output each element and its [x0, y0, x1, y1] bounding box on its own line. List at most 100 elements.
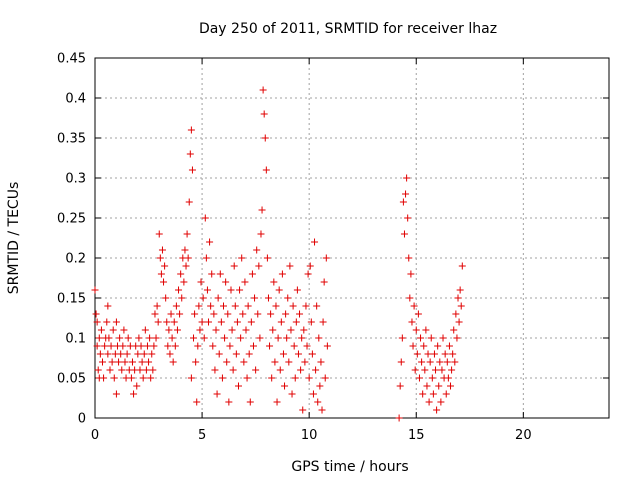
- data-point: [249, 342, 257, 350]
- data-point: [279, 350, 287, 358]
- data-point: [432, 366, 440, 374]
- y-tick-label: 0.35: [57, 132, 86, 147]
- data-point: [164, 342, 172, 350]
- data-point: [238, 254, 246, 262]
- data-point: [313, 302, 321, 310]
- data-point: [427, 334, 435, 342]
- data-point: [423, 382, 431, 390]
- data-point: [455, 318, 463, 326]
- data-point: [142, 366, 150, 374]
- data-point: [202, 254, 210, 262]
- data-point: [101, 342, 109, 350]
- data-point: [296, 310, 304, 318]
- data-point: [123, 350, 131, 358]
- x-tick-label: 0: [91, 428, 99, 443]
- data-point: [410, 302, 418, 310]
- data-point: [172, 302, 180, 310]
- data-point: [442, 390, 450, 398]
- data-point: [94, 366, 102, 374]
- data-point: [168, 334, 176, 342]
- data-point: [266, 342, 274, 350]
- data-point: [399, 198, 407, 206]
- y-tick-label: 0: [78, 412, 86, 427]
- data-point: [150, 342, 158, 350]
- data-point: [438, 366, 446, 374]
- data-point: [242, 326, 250, 334]
- x-tick-label: 5: [198, 428, 206, 443]
- data-point: [205, 318, 213, 326]
- data-point: [421, 366, 429, 374]
- data-point: [435, 382, 443, 390]
- data-point: [137, 342, 145, 350]
- data-point: [320, 278, 328, 286]
- data-point: [193, 398, 201, 406]
- data-point: [194, 342, 202, 350]
- data-point: [211, 366, 219, 374]
- data-point: [429, 390, 437, 398]
- data-point: [316, 382, 324, 390]
- data-point: [417, 334, 425, 342]
- data-point: [259, 86, 267, 94]
- data-point: [275, 286, 283, 294]
- data-point: [167, 310, 175, 318]
- data-point: [92, 310, 100, 318]
- data-point: [138, 358, 146, 366]
- data-point: [270, 278, 278, 286]
- data-point: [228, 326, 236, 334]
- data-point: [107, 342, 115, 350]
- data-point: [293, 286, 301, 294]
- data-point: [244, 302, 252, 310]
- data-point: [251, 294, 259, 302]
- y-tick-label: 0.4: [65, 92, 86, 107]
- data-point: [203, 286, 211, 294]
- data-point: [106, 366, 114, 374]
- y-tick-label: 0.45: [57, 52, 86, 67]
- data-point: [457, 302, 465, 310]
- data-point: [458, 262, 466, 270]
- data-point: [183, 230, 191, 238]
- data-point: [162, 294, 170, 302]
- data-point: [247, 318, 255, 326]
- data-point: [445, 342, 453, 350]
- data-point: [226, 342, 234, 350]
- data-point: [196, 326, 204, 334]
- data-point: [418, 358, 426, 366]
- data-point: [403, 174, 411, 182]
- data-point: [396, 382, 404, 390]
- data-point: [441, 350, 449, 358]
- data-point: [207, 302, 215, 310]
- chart-title: Day 250 of 2011, SRMTID for receiver lha…: [199, 21, 497, 37]
- data-point: [161, 262, 169, 270]
- data-point: [153, 302, 161, 310]
- x-axis-label: GPS time / hours: [291, 459, 408, 475]
- data-point: [214, 294, 222, 302]
- data-point: [430, 350, 438, 358]
- data-point: [415, 374, 423, 382]
- data-point: [434, 342, 442, 350]
- data-point: [166, 350, 174, 358]
- data-point: [143, 342, 151, 350]
- data-point: [261, 134, 269, 142]
- data-point: [224, 310, 232, 318]
- data-point: [151, 310, 159, 318]
- data-point: [222, 278, 230, 286]
- data-point: [145, 358, 153, 366]
- data-point: [317, 358, 325, 366]
- data-point: [420, 342, 428, 350]
- data-point: [227, 286, 235, 294]
- data-point: [147, 374, 155, 382]
- data-point: [187, 126, 195, 134]
- data-point: [157, 270, 165, 278]
- data-point: [312, 366, 320, 374]
- data-point: [108, 358, 116, 366]
- data-point: [188, 166, 196, 174]
- data-point: [252, 366, 260, 374]
- data-point: [291, 374, 299, 382]
- data-point: [309, 390, 317, 398]
- data-point: [321, 374, 329, 382]
- data-point: [404, 214, 412, 222]
- data-point: [294, 350, 302, 358]
- data-point: [319, 318, 327, 326]
- y-tick-label: 0.1: [65, 332, 86, 347]
- data-point: [236, 286, 244, 294]
